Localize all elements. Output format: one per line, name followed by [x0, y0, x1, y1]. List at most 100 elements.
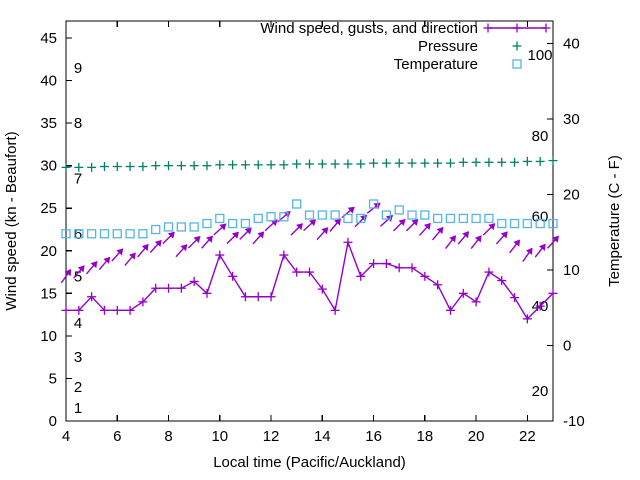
temperature-marker — [317, 210, 327, 220]
x-tick-label: 8 — [164, 428, 172, 445]
y-right-tick-label: 20 — [563, 187, 580, 204]
wind-direction-arrow — [231, 231, 239, 239]
y-left-tick-label: 40 — [40, 73, 57, 90]
x-tick-label: 10 — [211, 428, 228, 445]
wind-direction-arrow — [116, 248, 124, 256]
wind-direction-arrow — [296, 223, 304, 231]
wind-direction-arrow — [141, 243, 149, 252]
beaufort-label: 8 — [74, 115, 82, 132]
wind-direction-arrow — [398, 218, 406, 226]
legend-label-2: Temperature — [394, 56, 478, 73]
wind-direction-arrow — [449, 235, 456, 243]
wind-direction-arrow — [128, 252, 136, 260]
temperature-marker — [407, 210, 417, 220]
wind-direction-arrow — [64, 268, 72, 277]
temperature-marker — [253, 213, 263, 224]
temperature-marker — [151, 224, 161, 235]
y-left-tick-label: 5 — [49, 370, 57, 387]
wind-direction-arrow — [552, 235, 559, 243]
wind-direction-arrow — [347, 206, 355, 214]
temperature-marker — [227, 218, 238, 229]
fahrenheit-label: 20 — [532, 383, 549, 400]
wind-direction-arrow — [244, 227, 252, 235]
y-left-tick-label: 30 — [40, 158, 57, 175]
beaufort-label: 3 — [74, 349, 82, 366]
y-right-tick-label: 30 — [563, 111, 580, 128]
temperature-marker — [445, 213, 456, 224]
wind-direction-arrow — [538, 243, 546, 251]
y-left-tick-label: 15 — [40, 285, 57, 302]
temperature-marker — [125, 229, 135, 239]
y-left-tick-label: 35 — [40, 115, 57, 132]
wind-direction-arrow — [488, 223, 496, 231]
temperature-marker — [356, 213, 366, 224]
fahrenheit-label: 80 — [532, 128, 549, 145]
beaufort-label: 6 — [74, 226, 82, 243]
x-tick-label: 14 — [314, 428, 331, 445]
temperature-marker — [509, 218, 520, 229]
temperature-marker — [458, 213, 468, 224]
wind-direction-arrow — [474, 235, 482, 243]
fahrenheit-label: 100 — [527, 47, 552, 64]
beaufort-label: 1 — [74, 400, 82, 417]
x-tick-label: 16 — [365, 428, 382, 445]
temperature-marker — [215, 213, 225, 224]
wind-direction-arrow — [423, 222, 431, 230]
legend-label-0: Wind speed, gusts, and direction — [260, 20, 478, 37]
wind-direction-arrow — [206, 235, 213, 243]
temperature-marker — [266, 212, 276, 222]
temperature-marker — [522, 218, 533, 229]
x-tick-label: 18 — [416, 428, 433, 445]
fahrenheit-label: 60 — [532, 209, 549, 226]
beaufort-label: 2 — [74, 379, 82, 396]
wind-direction-arrow — [103, 256, 111, 264]
y-right-axis-title: Temperature (C - F) — [606, 155, 623, 287]
wind-speed-line — [66, 239, 554, 320]
temperature-marker — [279, 212, 289, 222]
wind-direction-arrow — [411, 218, 419, 226]
wind-direction-arrow — [500, 231, 508, 239]
legend-key-temperature — [512, 59, 522, 69]
temperature-marker — [176, 222, 186, 232]
temperature-marker — [381, 210, 392, 220]
temperature-marker — [292, 199, 302, 209]
temperature-marker — [74, 229, 84, 239]
beaufort-label: 9 — [74, 60, 82, 77]
x-tick-label: 6 — [113, 428, 121, 445]
wind-direction-arrow — [193, 235, 201, 243]
temperature-marker — [548, 218, 558, 229]
wind-direction-arrow — [309, 219, 317, 227]
temperature-marker — [394, 205, 404, 215]
y-right-tick-label: 10 — [563, 262, 580, 279]
y-left-tick-label: 45 — [40, 30, 57, 47]
temperature-marker — [240, 218, 251, 229]
x-axis-title: Local time (Pacific/Auckland) — [213, 454, 406, 471]
wind-direction-arrow — [321, 227, 329, 235]
x-tick-label: 4 — [62, 428, 70, 445]
temperature-marker — [189, 222, 199, 232]
wind-direction-arrow — [77, 265, 85, 273]
y-left-tick-label: 10 — [40, 328, 57, 345]
y-right-tick-label: 40 — [563, 36, 580, 53]
temperature-marker — [112, 229, 122, 239]
temperature-marker — [420, 210, 430, 220]
wind-direction-arrow — [525, 247, 533, 255]
y-left-tick-label: 25 — [40, 200, 57, 217]
wind-direction-arrow — [334, 218, 341, 226]
beaufort-label: 5 — [74, 268, 82, 285]
temperature-marker — [433, 213, 443, 224]
x-tick-label: 20 — [468, 428, 485, 445]
y-left-tick-label: 20 — [40, 243, 57, 260]
wind-direction-arrow — [180, 244, 188, 252]
temperature-marker — [330, 210, 340, 220]
beaufort-label: 4 — [74, 315, 82, 332]
y-right-tick-label: -10 — [563, 413, 585, 430]
y-right-tick-label: 0 — [563, 338, 571, 355]
wind-direction-arrow — [257, 231, 265, 239]
wind-direction-arrow — [90, 260, 98, 269]
temperature-marker — [535, 218, 545, 229]
temperature-marker — [202, 218, 212, 229]
y-left-tick-label: 0 — [49, 413, 57, 430]
